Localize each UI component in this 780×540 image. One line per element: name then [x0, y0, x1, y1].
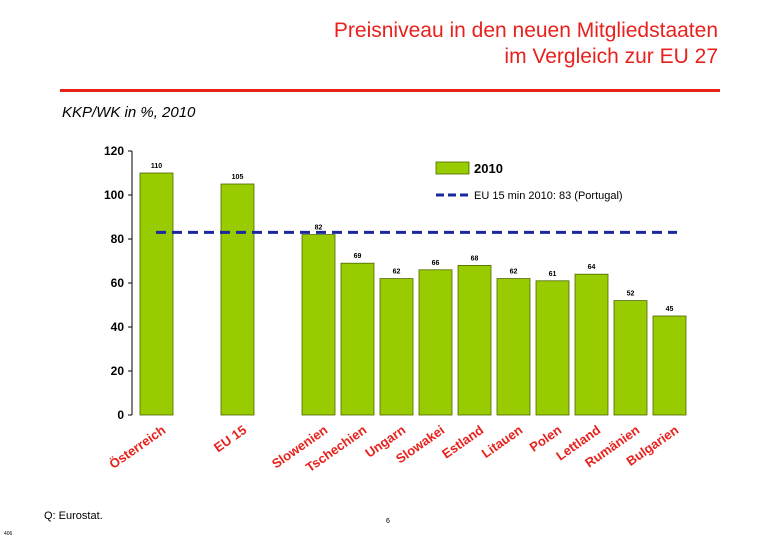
y-tick-label: 100	[104, 188, 124, 202]
y-tick-label: 80	[111, 232, 125, 246]
bar	[139, 172, 174, 416]
legend-swatch-bar	[435, 161, 470, 175]
chart-x-tick-labels: Österreich EU 15 SlowenienTschechienUngarn…	[106, 422, 681, 475]
bar	[613, 300, 648, 416]
chart-title-line2: im Vergleich zur EU 27	[504, 45, 718, 68]
bar-data-label: 62	[510, 269, 518, 276]
y-tick-label: 40	[111, 320, 125, 334]
bar-data-label: 82	[315, 225, 323, 232]
x-tick-label: Litauen	[479, 422, 526, 461]
legend-label-series: 2010	[474, 161, 503, 176]
bar	[574, 273, 609, 416]
page-number: 6	[386, 518, 390, 525]
bar	[340, 262, 375, 416]
bar-data-label: 45	[666, 306, 674, 313]
x-tick-label: Österreich	[106, 422, 168, 472]
title-divider	[60, 89, 720, 92]
chart-subtitle: KKP/WK in %, 2010	[62, 104, 196, 121]
bar	[301, 234, 336, 416]
bar	[220, 183, 255, 416]
bar-data-label: 66	[432, 260, 440, 267]
x-tick-label: EU 15	[211, 422, 249, 455]
bar	[457, 264, 492, 416]
bar-data-label: 105	[232, 174, 244, 181]
chart-data-labels: 110 105 82 69 62 66 68 62 61 64 52 45	[151, 163, 674, 313]
x-tick-label: Estland	[439, 422, 486, 461]
source-note: Q: Eurostat.	[44, 510, 103, 522]
bar	[496, 278, 531, 416]
bar-data-label: 62	[393, 269, 401, 276]
bar	[652, 315, 687, 416]
bar-data-label: 64	[588, 264, 596, 271]
chart-title-line1: Preisniveau in den neuen Mitgliedstaaten	[333, 19, 718, 42]
bar-data-label: 68	[471, 255, 479, 262]
bar-data-label: 69	[354, 253, 362, 260]
bar	[418, 269, 453, 416]
bar-data-label: 52	[627, 291, 635, 298]
bar-data-label: 61	[549, 271, 557, 278]
legend-label-reference: EU 15 min 2010: 83 (Portugal)	[474, 190, 623, 202]
chart-bars	[139, 172, 687, 416]
y-tick-label: 120	[104, 144, 124, 158]
y-tick-label: 0	[117, 408, 124, 422]
bar-data-label: 110	[151, 163, 162, 170]
bar	[535, 280, 570, 416]
y-tick-label: 60	[111, 276, 125, 290]
bar	[379, 278, 414, 416]
chart-axes: 0 20 40 60 80 100 120	[104, 144, 133, 422]
y-tick-label: 20	[111, 364, 125, 378]
chart-legend: 2010 EU 15 min 2010: 83 (Portugal)	[435, 161, 623, 202]
chart-title: Preisniveau in den neuen Mitgliedstaaten…	[118, 18, 718, 70]
corner-code: 406	[4, 531, 13, 537]
